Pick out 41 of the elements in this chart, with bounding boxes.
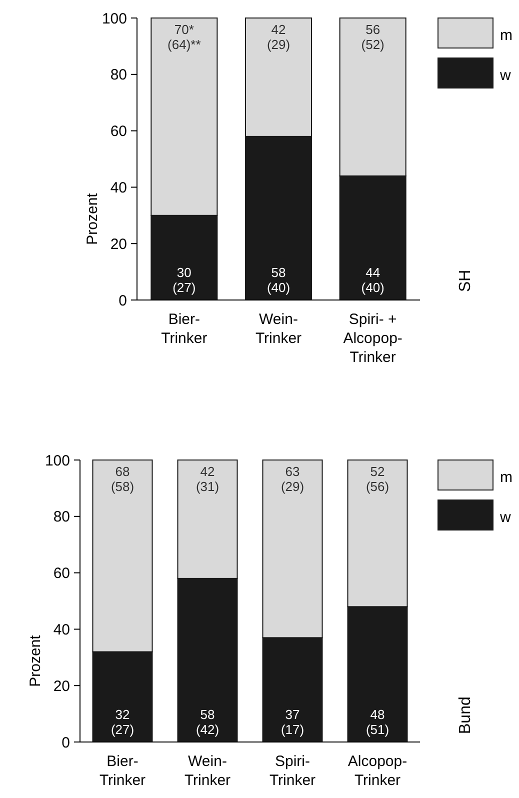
y-tick-label: 100 (102, 10, 127, 28)
x-tick-label: Alcopop- Trinker (348, 753, 408, 789)
y-tick-label: 100 (44, 452, 70, 470)
y-tick-label: 80 (110, 66, 127, 84)
text: SH (457, 270, 474, 292)
legend-label: m (500, 27, 512, 44)
data-label: 44 (40) (361, 265, 384, 295)
data-label: 52 (56) (366, 464, 390, 494)
data-label: 58 (40) (266, 265, 290, 295)
x-tick-label: Wein- Trinker (255, 311, 302, 347)
y-axis-title: Prozent (84, 192, 101, 245)
legend-label: w (499, 509, 511, 526)
y-axis-title: Prozent (27, 634, 44, 687)
data-label: 63 (29) (280, 464, 304, 494)
y-tick-label: 80 (53, 508, 70, 526)
data-label: 37 (17) (280, 707, 304, 737)
data-label: 70* (64)** (168, 22, 201, 52)
x-tick-label: Spiri- + Alcopop- Trinker (343, 311, 402, 366)
y-tick-label: 20 (53, 678, 70, 695)
y-tick-label: 20 (110, 236, 127, 253)
legend-label: m (500, 469, 512, 486)
x-tick-label: Spiri- Trinker (269, 753, 316, 789)
data-label: 58 (42) (196, 707, 220, 737)
y-tick-label: 40 (110, 179, 127, 196)
y-tick-label: 0 (118, 292, 127, 310)
data-label: 68 (58) (110, 464, 134, 494)
data-label: 30 (27) (172, 265, 196, 295)
data-label: 42 (31) (196, 464, 220, 494)
y-tick-label: 0 (62, 734, 70, 752)
data-label: 32 (27) (110, 707, 134, 737)
y-tick-label: 60 (110, 123, 127, 140)
data-label: 42 (29) (266, 22, 290, 52)
data-label: 48 (51) (366, 707, 390, 737)
x-tick-label: Bier- Trinker (161, 311, 208, 347)
legend-label: w (499, 67, 511, 84)
y-tick-label: 60 (53, 565, 70, 582)
y-tick-label: 40 (53, 621, 70, 638)
text: Bund (457, 696, 474, 734)
x-tick-label: Wein- Trinker (184, 753, 231, 789)
x-tick-label: Bier- Trinker (99, 753, 146, 789)
data-label: 56 (52) (361, 22, 384, 52)
